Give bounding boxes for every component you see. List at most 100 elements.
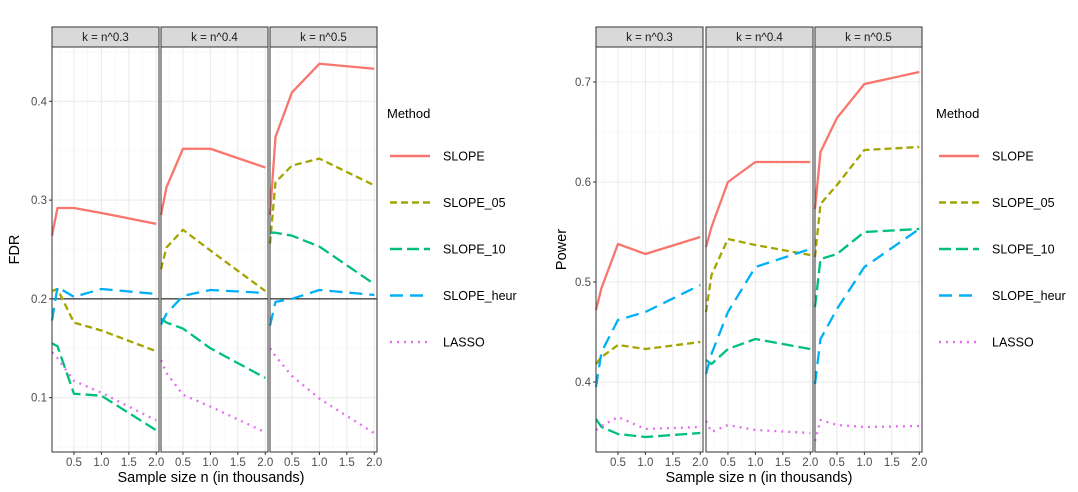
legend-label: LASSO	[443, 336, 485, 350]
series-line-slope	[50, 206, 157, 236]
series-line-slope-heur	[704, 247, 811, 375]
series-line-lasso	[813, 418, 920, 442]
facet-strip-label: k = n^0.3	[82, 32, 129, 44]
x-tick-label: 1.5	[339, 457, 355, 469]
x-tick-label: 0.5	[610, 457, 626, 469]
facet-panel-1: k = n^0.3 0.5 1.0 1.5 2.0	[50, 26, 164, 469]
facet-strip	[269, 26, 378, 48]
facet-panel-1: k = n^0.3 0.5 1.0 1.5 2.0	[594, 26, 708, 469]
x-tick-label: 1.5	[121, 457, 137, 469]
x-tick-label: 2.0	[148, 457, 164, 469]
series-line-lasso	[704, 420, 811, 435]
y-tick-label: 0.3	[31, 195, 47, 207]
facet-panel-3: k = n^0.5 0.5 1.0 1.5 2.0	[268, 26, 382, 469]
facet-strip	[705, 26, 814, 48]
legend-label: SLOPE_heur	[443, 289, 517, 303]
x-tick-label: 1.5	[665, 457, 681, 469]
x-tick-label: 1.0	[202, 457, 218, 469]
series-line-slope-heur	[594, 283, 701, 388]
y-tick-label: 0.4	[575, 377, 592, 389]
x-tick-label: 1.0	[311, 457, 327, 469]
legend: Method SLOPE SLOPE_05 SLOPE_10 SLOPE_heur LAS…	[387, 106, 517, 350]
series-line-slope-05	[813, 145, 920, 258]
y-axis-title: Power	[554, 229, 570, 270]
y-tick-label: 0.2	[31, 294, 47, 306]
series-line-slope	[268, 62, 375, 216]
legend-label: SLOPE_heur	[992, 289, 1066, 303]
y-tick-label: 0.6	[575, 177, 591, 189]
y-tick-label: 0.4	[31, 96, 48, 108]
facet-strip-label: k = n^0.5	[300, 32, 347, 44]
facet-strip	[814, 26, 923, 48]
facet-panel-2: k = n^0.4 0.5 1.0 1.5 2.0	[704, 26, 818, 469]
x-tick-label: 1.0	[637, 457, 653, 469]
panel-background	[815, 47, 922, 452]
legend-title: Method	[936, 106, 979, 121]
series-line-slope	[704, 160, 811, 248]
legend-title: Method	[387, 106, 430, 121]
series-line-slope-10	[595, 418, 701, 439]
legend-label: SLOPE	[992, 150, 1034, 164]
x-tick-label: 2.0	[366, 457, 382, 469]
legend-label: SLOPE_05	[443, 196, 506, 210]
x-tick-label: 0.5	[720, 457, 736, 469]
legend-label: SLOPE_10	[992, 243, 1055, 257]
legend-label: SLOPE_10	[443, 243, 506, 257]
x-tick-label: 2.0	[802, 457, 818, 469]
series-line-slope-05	[268, 157, 375, 244]
panel-background	[706, 47, 813, 452]
x-tick-label: 1.5	[884, 457, 900, 469]
legend-label: SLOPE_05	[992, 196, 1055, 210]
series-line-slope-10	[160, 317, 266, 379]
series-line-lasso	[269, 347, 375, 435]
series-line-slope	[813, 70, 920, 210]
panel-background	[596, 47, 703, 452]
facet-strip-label: k = n^0.3	[626, 32, 673, 44]
legend-label: SLOPE	[443, 150, 485, 164]
facet-strip-label: k = n^0.5	[845, 32, 892, 44]
x-tick-label: 2.0	[692, 457, 708, 469]
x-tick-label: 0.5	[284, 457, 300, 469]
x-tick-label: 0.5	[66, 457, 82, 469]
series-line-slope-heur	[813, 228, 920, 385]
x-tick-label: 1.0	[93, 457, 109, 469]
series-line-slope-heur	[268, 288, 375, 326]
series-line-slope-10	[270, 231, 375, 286]
x-tick-label: 0.5	[175, 457, 191, 469]
facet-strip-label: k = n^0.4	[736, 32, 783, 44]
series-line-slope-10	[51, 342, 157, 432]
legend-label: LASSO	[992, 336, 1034, 350]
series-line-lasso	[51, 351, 157, 422]
y-tick-label: 0.5	[575, 277, 591, 289]
y-tick-label: 0.1	[31, 393, 47, 405]
x-tick-label: 2.0	[911, 457, 927, 469]
facet-strip-label: k = n^0.4	[191, 32, 238, 44]
x-tick-label: 1.5	[230, 457, 246, 469]
x-tick-label: 2.0	[257, 457, 273, 469]
facet-strip	[160, 26, 269, 48]
facet-strip	[595, 26, 704, 48]
chart-2: k = n^0.3 0.5 1.0 1.5 2.0 k = n^0.4 0.5 1.0 1.5 2…	[554, 26, 1066, 486]
series-line-slope-05	[51, 287, 157, 353]
legend: Method SLOPE SLOPE_05 SLOPE_10 SLOPE_heur LAS…	[936, 106, 1066, 350]
x-axis-title: Sample size n (in thousands)	[118, 470, 305, 486]
x-tick-label: 1.0	[856, 457, 872, 469]
x-tick-label: 1.5	[775, 457, 791, 469]
facet-panel-2: k = n^0.4 0.5 1.0 1.5 2.0	[159, 26, 273, 469]
chart-1: k = n^0.3 0.5 1.0 1.5 2.0 k = n^0.4 0.5 1.0 1.5 2…	[7, 26, 517, 486]
series-line-slope-heur	[159, 288, 266, 326]
y-axis-title: FDR	[7, 235, 23, 265]
series-line-slope	[594, 235, 701, 311]
x-tick-label: 1.0	[747, 457, 763, 469]
facet-panel-3: k = n^0.5 0.5 1.0 1.5 2.0	[813, 26, 927, 469]
facet-strip	[51, 26, 160, 48]
series-line-slope-05	[159, 228, 266, 292]
series-line-slope-heur	[50, 285, 157, 321]
y-tick-label: 0.7	[575, 77, 591, 89]
series-line-lasso	[159, 359, 266, 434]
x-axis-title: Sample size n (in thousands)	[666, 470, 853, 486]
x-tick-label: 0.5	[829, 457, 845, 469]
series-line-slope-05	[704, 237, 811, 313]
series-line-slope	[159, 147, 266, 216]
